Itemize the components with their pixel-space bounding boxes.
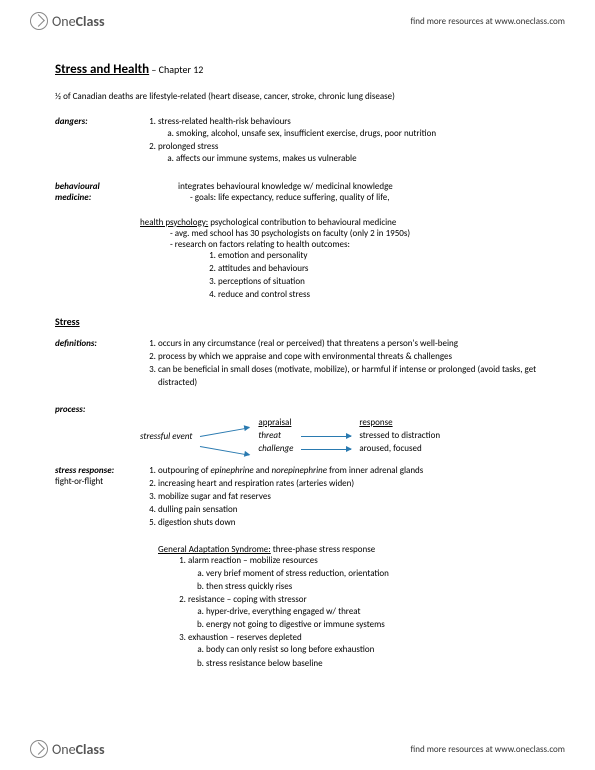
logo-icon — [30, 12, 48, 30]
appraisal-item: threat — [258, 430, 293, 441]
response-item: stressed to distraction — [359, 430, 440, 441]
brand-logo: OneClass — [30, 12, 105, 30]
appraisal-header: appraisal — [258, 417, 293, 428]
dangers-block: dangers: stress-related health-risk beha… — [55, 116, 540, 167]
stress-header: Stress — [55, 315, 540, 328]
title-line: Stress and Health – Chapter 12 — [55, 62, 540, 77]
gas-title: General Adaptation Syndrome: — [158, 544, 271, 555]
logo-text: OneClass — [52, 13, 105, 30]
list-item: process by which we appraise and cope wi… — [158, 351, 540, 363]
behmed-body: integrates behavioural knowledge w/ medi… — [140, 181, 540, 203]
logo-icon — [30, 740, 48, 758]
footer-tagline: find more resources at www.oneclass.com — [410, 744, 565, 755]
list-item: body can only resist so long before exha… — [206, 644, 540, 656]
list-item: outpouring of epinephrine and norepineph… — [158, 465, 540, 477]
page-title: Stress and Health — [55, 62, 149, 77]
list-item: occurs in any circumstance (real or perc… — [158, 338, 540, 350]
list-item: affects our immune systems, makes us vul… — [176, 153, 540, 165]
page-header: OneClass find more resources at www.onec… — [0, 0, 595, 42]
list-item: hyper-drive, everything engaged w/ threa… — [206, 606, 540, 618]
list-item: resistance – coping with stressor hyper-… — [188, 594, 540, 631]
list-item: stress resistance below baseline — [206, 658, 540, 670]
list-item: alarm reaction – mobilize resources very… — [188, 555, 540, 592]
dangers-label: dangers: — [55, 116, 140, 167]
health-psych-note: avg. med school has 30 psychologists on … — [170, 228, 540, 239]
list-item: exhaustion – reserves depleted body can … — [188, 632, 540, 669]
list-item: stress-related health-risk behaviours sm… — [158, 116, 540, 140]
definitions-block: definitions: occurs in any circumstance … — [55, 338, 540, 390]
process-label: process: — [55, 404, 140, 415]
chapter-suffix: – Chapter 12 — [149, 63, 203, 76]
list-item: very brief moment of stress reduction, o… — [206, 568, 540, 580]
list-item: energy not going to digestive or immune … — [206, 619, 540, 631]
list-item: digestion shuts down — [158, 517, 540, 529]
intro-text: ½ of Canadian deaths are lifestyle-relat… — [55, 91, 540, 102]
process-event: stressful event — [140, 431, 192, 442]
stress-response-block: stress response: fight-or-flight outpour… — [55, 465, 540, 531]
header-tagline: find more resources at www.oneclass.com — [410, 16, 565, 27]
page-footer: OneClass find more resources at www.onec… — [0, 728, 595, 770]
health-psych-title: health psychology: — [140, 217, 208, 228]
list-item: increasing heart and respiration rates (… — [158, 478, 540, 490]
list-item: attitudes and behaviours — [218, 263, 540, 275]
list-item: then stress quickly rises — [206, 581, 540, 593]
arrow-pair — [301, 417, 351, 455]
logo-text: OneClass — [52, 741, 105, 758]
list-item: prolonged stress affects our immune syst… — [158, 141, 540, 165]
arrow-icon — [200, 427, 249, 437]
definitions-label: definitions: — [55, 338, 140, 390]
appraisal-item: challenge — [258, 443, 293, 454]
gas-block: General Adaptation Syndrome: three-phase… — [55, 544, 540, 669]
list-item: smoking, alcohol, unsafe sex, insufficie… — [176, 128, 540, 140]
document-content: Stress and Health – Chapter 12 ½ of Cana… — [0, 42, 595, 670]
list-item: reduce and control stress — [218, 289, 540, 301]
process-diagram: stressful event appraisal threat challen… — [55, 417, 540, 455]
behmed-label: behaviouralmedicine: — [55, 181, 140, 203]
behmed-goals: goals: life expectancy, reduce suffering… — [190, 192, 389, 203]
arrow-icon — [301, 436, 351, 437]
behmed-line: integrates behavioural knowledge w/ medi… — [178, 181, 540, 192]
response-header: response — [359, 417, 440, 428]
arrow-icon — [200, 446, 249, 456]
process-label-row: process: — [55, 404, 540, 415]
list-item: emotion and personality — [218, 250, 540, 262]
list-item: dulling pain sensation — [158, 504, 540, 516]
dangers-body: stress-related health-risk behaviours sm… — [140, 116, 540, 167]
stress-response-label: stress response: fight-or-flight — [55, 465, 140, 531]
arrow-split — [200, 417, 250, 452]
health-psych-note: research on factors relating to health o… — [170, 239, 540, 250]
list-item: perceptions of situation — [218, 276, 540, 288]
list-item: mobilize sugar and fat reserves — [158, 491, 540, 503]
response-item: aroused, focused — [359, 443, 440, 454]
health-psych-block: health psychology: psychological contrib… — [55, 217, 540, 302]
list-item: can be beneficial in small doses (motiva… — [158, 364, 540, 388]
behavioural-medicine-block: behaviouralmedicine: integrates behaviou… — [55, 181, 540, 203]
arrow-icon — [301, 449, 351, 450]
brand-logo: OneClass — [30, 740, 105, 758]
